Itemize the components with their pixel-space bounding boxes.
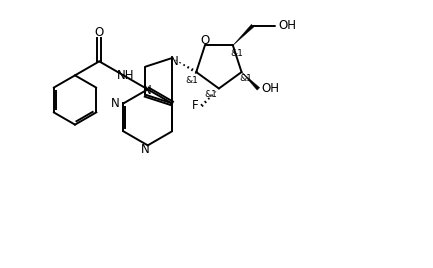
Text: N: N [111, 97, 120, 110]
Polygon shape [242, 72, 260, 90]
Text: OH: OH [262, 82, 279, 95]
Text: &1: &1 [230, 49, 243, 58]
Text: N: N [143, 84, 152, 97]
Text: F: F [191, 99, 198, 112]
Polygon shape [233, 24, 254, 45]
Text: &1: &1 [186, 76, 199, 85]
Text: OH: OH [278, 19, 296, 32]
Text: &1: &1 [204, 90, 217, 99]
Text: O: O [200, 34, 210, 47]
Text: NH: NH [117, 69, 134, 82]
Text: N: N [170, 55, 178, 68]
Text: &1: &1 [239, 73, 252, 83]
Text: O: O [95, 26, 104, 39]
Text: N: N [141, 143, 150, 156]
